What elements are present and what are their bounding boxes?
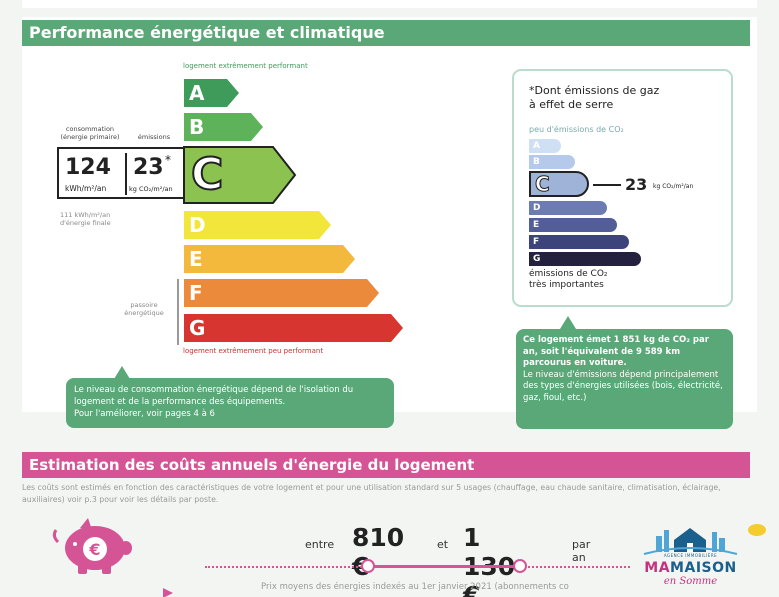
ges-band-b: B xyxy=(529,155,575,169)
dpe-value-box: 124 kWh/m²/an 23 * kg CO₂/m²/an xyxy=(57,147,183,199)
note-right-text: Le niveau d'émissions dépend principalem… xyxy=(523,369,723,403)
badge-dot xyxy=(748,524,766,536)
house-skyline-icon xyxy=(643,528,738,555)
ges-band-letter: C xyxy=(535,172,551,196)
ges-band-letter: B xyxy=(533,157,540,167)
logo-brand-a: MA xyxy=(644,560,671,576)
ges-band-f: F xyxy=(529,235,629,249)
ges-band-c: C xyxy=(529,171,589,197)
note-left-tail xyxy=(114,366,130,379)
agency-logo: AGENCE IMMOBILIÈRE MAMAISON en Somme xyxy=(638,522,743,588)
energy-band-letter: C xyxy=(190,148,224,201)
note-right: Ce logement émet 1 851 kg de CO₂ par an,… xyxy=(516,329,733,429)
energy-band-letter: F xyxy=(189,281,203,305)
note-right-bold: Ce logement émet 1 851 kg de CO₂ par an,… xyxy=(523,335,709,368)
cost-par-an: par an xyxy=(572,538,591,564)
emission-star: * xyxy=(165,153,171,167)
bottom-performance-label: logement extrêmement peu performant xyxy=(183,347,324,355)
ges-band-letter: G xyxy=(533,254,541,264)
svg-text:€: € xyxy=(88,540,100,559)
energy-band-a: A xyxy=(183,78,245,108)
cost-et: et xyxy=(437,538,449,551)
note-right-tail xyxy=(560,316,576,329)
piggy-bank-euro-icon: € xyxy=(52,518,132,574)
consommation-label: consommation (énergie primaire) xyxy=(60,125,120,141)
ges-band-a: A xyxy=(529,139,561,153)
cost-range-fill xyxy=(368,565,520,568)
emissions-label: émissions xyxy=(137,133,171,141)
ges-band-letter: A xyxy=(533,141,540,151)
energy-band-f: F xyxy=(183,278,385,308)
performance-title: Performance énergétique et climatique xyxy=(22,20,750,46)
ges-value: 23 xyxy=(625,175,648,194)
logo-brand: MAMAISON xyxy=(638,560,743,576)
ges-unit: kg CO₂/m²/an xyxy=(653,183,694,190)
logo-agence: AGENCE IMMOBILIÈRE xyxy=(663,553,718,558)
costs-title: Estimation des coûts annuels d'énergie d… xyxy=(22,452,750,478)
ges-band-e: E xyxy=(529,218,617,232)
emission-unit: kg CO₂/m²/an xyxy=(129,185,173,193)
final-energy-label: 111 kWh/m²/an d'énergie finale xyxy=(60,211,111,227)
energy-band-g: G xyxy=(183,313,409,343)
prix-note: Prix moyens des énergies indexés au 1er … xyxy=(261,582,569,592)
energy-value: 124 xyxy=(65,155,111,180)
ges-band-letter: D xyxy=(533,203,541,213)
ges-peu-label: peu d'émissions de CO₂ xyxy=(529,125,624,134)
top-strip xyxy=(22,0,757,8)
cost-min: 810 € xyxy=(352,523,405,581)
value-divider xyxy=(125,153,127,195)
energy-band-letter: G xyxy=(189,316,206,340)
ges-value-line xyxy=(593,184,621,186)
cost-entre: entre xyxy=(305,538,335,551)
note-left: Le niveau de consommation énergétique dé… xyxy=(66,378,394,428)
cost-min-knob xyxy=(361,559,375,573)
energy-band-d: D xyxy=(183,210,337,240)
ges-panel: *Dont émissions de gaz à effet de serre … xyxy=(512,69,733,307)
ges-band-d: D xyxy=(529,201,607,215)
energy-band-letter: A xyxy=(189,81,205,105)
logo-brand-b: MAISON xyxy=(670,560,737,576)
energy-band-letter: B xyxy=(189,115,205,139)
passoire-bracket xyxy=(177,279,179,345)
energy-band-letter: D xyxy=(189,213,206,237)
bottom-arrow-icon xyxy=(163,588,173,597)
note-left-text: Le niveau de consommation énergétique dé… xyxy=(74,385,354,419)
energy-band-letter: E xyxy=(189,247,203,271)
energy-band-c: C xyxy=(183,146,301,204)
ges-band-g: G xyxy=(529,252,641,266)
cost-max-knob xyxy=(513,559,527,573)
energy-band-e: E xyxy=(183,244,361,274)
passoire-label: passoire énergétique xyxy=(124,301,164,317)
emission-value: 23 xyxy=(133,155,164,180)
ges-band-letter: F xyxy=(533,237,540,247)
ges-tres-label: émissions de CO₂ très importantes xyxy=(529,269,608,290)
costs-description: Les coûts sont estimés en fonction des c… xyxy=(22,483,721,504)
ges-band-letter: E xyxy=(533,220,540,230)
energy-unit: kWh/m²/an xyxy=(65,184,107,193)
logo-sub: en Somme xyxy=(663,576,718,587)
ges-title: *Dont émissions de gaz à effet de serre xyxy=(529,84,660,111)
top-performance-label: logement extrêmement performant xyxy=(183,62,308,70)
energy-band-b: B xyxy=(183,112,269,142)
